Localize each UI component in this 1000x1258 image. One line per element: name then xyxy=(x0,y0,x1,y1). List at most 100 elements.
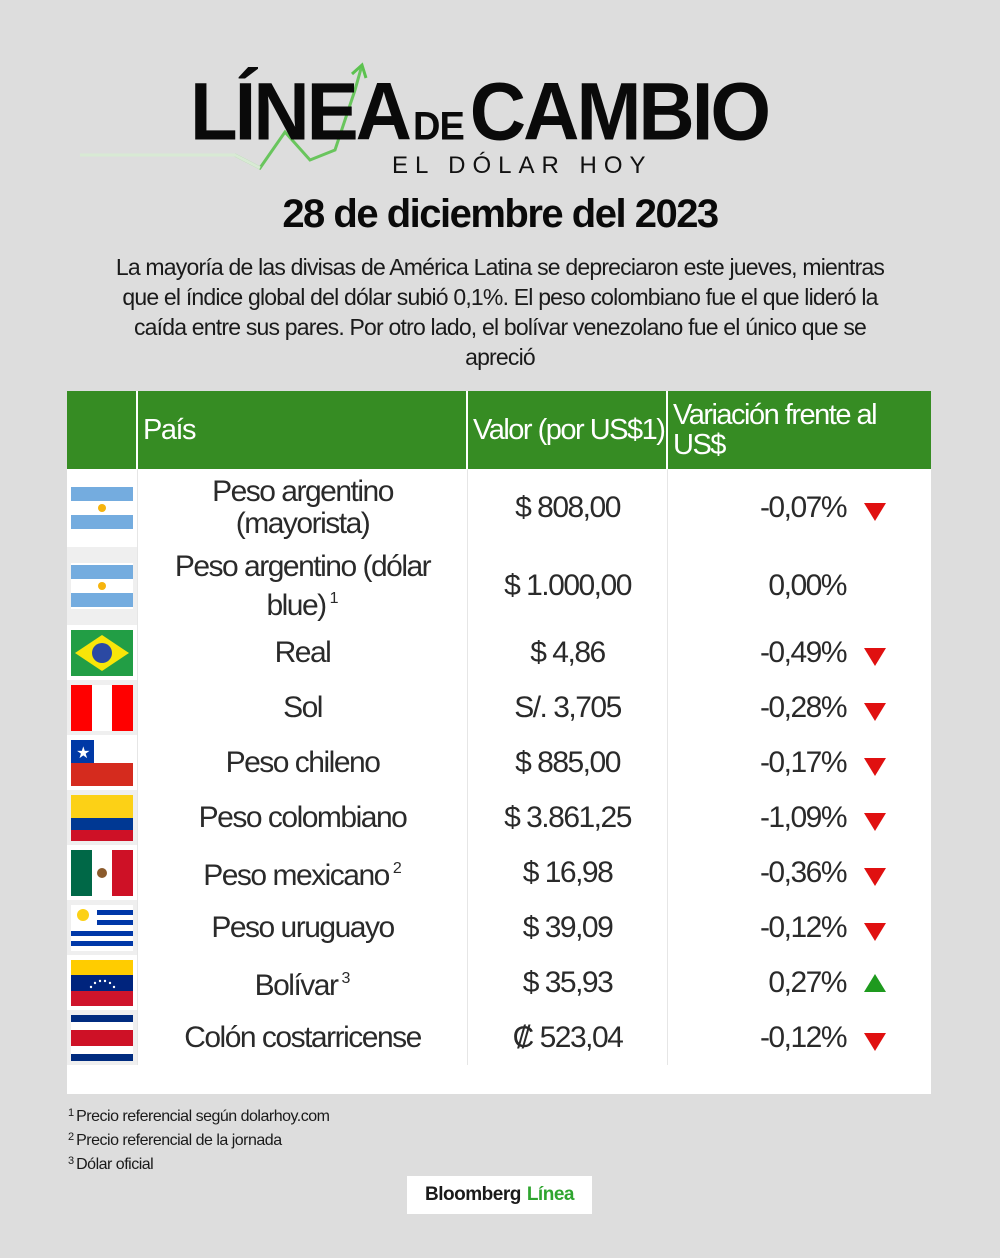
change-value: -0,36% xyxy=(759,855,848,889)
change-cell: -0,12% xyxy=(668,900,931,955)
change-cell: -0,17% xyxy=(668,735,931,790)
brand-linea: Línea xyxy=(526,1184,575,1205)
table-row: Bolívar 3 $ 35,93 0,27% xyxy=(67,955,931,1010)
down-arrow-icon xyxy=(864,1032,886,1051)
currency-name: Peso colombiano xyxy=(198,800,408,834)
change-cell: -0,12% xyxy=(668,1010,931,1065)
value-cell: $ 4,86 xyxy=(468,625,668,680)
value-cell: $ 885,00 xyxy=(468,735,668,790)
table-row: ★ Peso chileno $ 885,00 -0,17% xyxy=(67,735,931,790)
currency-name: Peso argentino (mayorista) xyxy=(212,475,394,540)
change-value: -0,28% xyxy=(759,690,848,724)
value-cell: ₡ 523,04 xyxy=(468,1010,668,1065)
argentina-flag-icon xyxy=(71,563,133,609)
header-change: Variación frente al US$ xyxy=(673,399,878,461)
footnote-mark: 1 xyxy=(68,1107,75,1119)
currency-name: Peso chileno xyxy=(225,745,381,779)
brand-bloomberg: Bloomberg xyxy=(425,1184,521,1205)
table-row: Peso argentino (dólar blue) 1 $ 1.000,00 … xyxy=(67,547,931,625)
change-value: -0,12% xyxy=(759,1020,848,1054)
currency-name: Peso mexicano xyxy=(203,859,390,892)
exchange-rate-table: País Valor (por US$1) Variación frente a… xyxy=(67,391,931,1094)
table-row: Peso mexicano 2 $ 16,98 -0,36% xyxy=(67,845,931,900)
value-cell: $ 35,93 xyxy=(468,955,668,1010)
currency-cell: Colón costarricense xyxy=(138,1010,468,1065)
table-row: Real $ 4,86 -0,49% xyxy=(67,625,931,680)
flag-cell xyxy=(67,469,138,547)
uruguay-flag-icon xyxy=(71,904,133,951)
logo: LÍNEA DECAMBIO EL DÓLAR HOY xyxy=(0,60,1000,185)
flag-cell xyxy=(67,680,138,735)
change-cell: -0,28% xyxy=(668,680,931,735)
intro-paragraph: La mayoría de las divisas de América Lat… xyxy=(115,254,885,370)
change-cell: 0,00% xyxy=(668,547,931,625)
down-arrow-icon xyxy=(864,757,886,776)
change-value: 0,00% xyxy=(768,569,847,602)
value-cell: $ 39,09 xyxy=(468,900,668,955)
logo-word-de: DE xyxy=(413,104,465,149)
costa-rica-flag-icon xyxy=(71,1014,133,1061)
footnote-ref: 2 xyxy=(392,860,402,877)
down-arrow-icon xyxy=(864,812,886,831)
currency-cell: Real xyxy=(138,625,468,680)
flag-cell xyxy=(67,1010,138,1065)
down-arrow-icon xyxy=(864,922,886,941)
value-cell: S/. 3,705 xyxy=(468,680,668,735)
down-arrow-icon xyxy=(864,867,886,886)
flag-cell xyxy=(67,547,138,625)
table-body: Peso argentino (mayorista) $ 808,00 -0,0… xyxy=(67,469,931,1065)
currency-cell: Peso uruguayo xyxy=(138,900,468,955)
change-value: 0,27% xyxy=(768,965,847,999)
flag-cell xyxy=(67,955,138,1010)
logo-word-cambio: CAMBIO xyxy=(469,64,771,158)
brazil-flag-icon xyxy=(71,629,133,676)
change-value: -0,07% xyxy=(759,491,848,524)
footnote-ref: 1 xyxy=(329,589,339,607)
table-row: Sol S/. 3,705 -0,28% xyxy=(67,680,931,735)
change-cell: -1,09% xyxy=(668,790,931,845)
up-arrow-icon xyxy=(864,973,886,992)
value-cell: $ 3.861,25 xyxy=(468,790,668,845)
footnote-text: Dólar oficial xyxy=(76,1156,154,1173)
footnotes: 1 Precio referencial según dolarhoy.com 2… xyxy=(68,1103,330,1175)
value-cell: $ 808,00 xyxy=(468,469,668,547)
currency-cell: Bolívar 3 xyxy=(138,955,468,1010)
page-title: 28 de diciembre del 2023 xyxy=(282,192,719,236)
mexico-flag-icon xyxy=(71,849,133,896)
down-arrow-icon xyxy=(864,647,886,666)
change-cell: 0,27% xyxy=(668,955,931,1010)
currency-cell: Peso mexicano 2 xyxy=(138,845,468,900)
value-cell: $ 1.000,00 xyxy=(468,547,668,625)
change-cell: -0,07% xyxy=(668,469,931,547)
currency-cell: Peso argentino (mayorista) xyxy=(138,469,468,547)
change-cell: -0,49% xyxy=(668,625,931,680)
table-header: País Valor (por US$1) Variación frente a… xyxy=(67,391,931,469)
table-row: Peso argentino (mayorista) $ 808,00 -0,0… xyxy=(67,469,931,547)
flag-cell xyxy=(67,625,138,680)
flag-cell xyxy=(67,900,138,955)
currency-name: Sol xyxy=(283,690,323,724)
table-row: Colón costarricense ₡ 523,04 -0,12% xyxy=(67,1010,931,1065)
header-country: País xyxy=(138,391,468,469)
footnote-ref: 3 xyxy=(341,970,351,987)
currency-name: Peso argentino (dólar blue) xyxy=(174,549,432,622)
currency-name: Peso uruguayo xyxy=(211,910,395,944)
currency-cell: Sol xyxy=(138,680,468,735)
change-value: -0,12% xyxy=(759,910,848,944)
currency-name: Colón costarricense xyxy=(184,1020,422,1054)
down-arrow-icon xyxy=(864,702,886,721)
flag-cell xyxy=(67,790,138,845)
header-value: Valor (por US$1) xyxy=(468,391,668,469)
venezuela-flag-icon xyxy=(71,959,133,1006)
footnote-mark: 3 xyxy=(68,1155,75,1167)
chile-flag-icon: ★ xyxy=(71,739,133,786)
logo-title: LÍNEA DECAMBIO xyxy=(190,70,771,152)
svg-text:★: ★ xyxy=(76,745,90,762)
argentina-flag-icon xyxy=(71,485,133,531)
change-value: -1,09% xyxy=(759,800,848,834)
logo-word-linea: LÍNEA xyxy=(190,64,412,158)
footnote-mark: 2 xyxy=(68,1131,75,1143)
currency-name: Real xyxy=(274,635,332,669)
change-cell: -0,36% xyxy=(668,845,931,900)
footnote: 3 Dólar oficial xyxy=(68,1151,329,1175)
